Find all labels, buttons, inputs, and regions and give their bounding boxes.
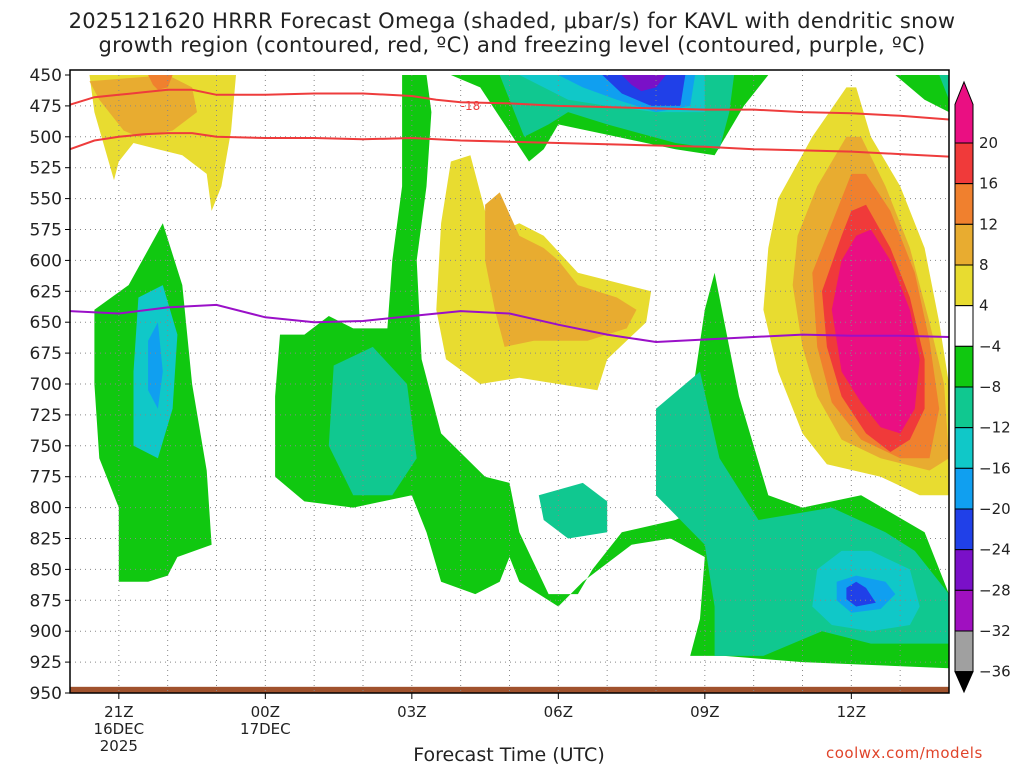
x-tick-label: 03Z xyxy=(397,703,426,721)
colorbar-label: −32 xyxy=(979,622,1011,640)
y-tick-label: 800 xyxy=(30,499,62,519)
y-tick-label: 700 xyxy=(30,375,62,395)
chart-title-line-2: growth region (contoured, red, ºC) and f… xyxy=(98,33,926,57)
colorbar-label: 8 xyxy=(979,256,989,274)
colorbar-band xyxy=(954,183,974,225)
colorbar-label: −4 xyxy=(979,337,1001,355)
y-tick-label: 450 xyxy=(30,66,62,86)
omega-region-green-4 xyxy=(895,75,949,113)
freezing-level-line xyxy=(70,303,949,344)
colorbar-band xyxy=(954,345,974,388)
plot-frame xyxy=(69,69,950,694)
omega-region-teal-5 xyxy=(939,75,949,100)
y-tick-label: 575 xyxy=(30,221,62,241)
colorbar-arrow-bottom xyxy=(954,671,974,694)
omega-region-purple-1 xyxy=(621,75,666,92)
colorbar-label: 20 xyxy=(979,134,998,152)
omega-region-blue-2 xyxy=(846,581,876,607)
colorbar-label: −12 xyxy=(979,419,1011,437)
x-tick-label: 2025 xyxy=(100,737,138,755)
colorbar-label: 12 xyxy=(979,215,998,233)
y-tick-label: 950 xyxy=(30,684,62,704)
y-tick-label: 675 xyxy=(30,344,62,364)
y-tick-label: 600 xyxy=(30,251,62,271)
colorbar-band xyxy=(954,142,974,185)
terrain-strip xyxy=(70,686,949,693)
colorbar-label: 16 xyxy=(979,175,998,193)
colorbar-band xyxy=(954,589,974,632)
x-axis-label: Forecast Time (UTC) xyxy=(413,744,605,766)
y-tick-label: 475 xyxy=(30,97,62,117)
y-tick-label: 500 xyxy=(30,128,62,148)
x-tick-label: 12Z xyxy=(837,703,866,721)
colorbar-label: −24 xyxy=(979,541,1011,559)
x-tick-label: 17DEC xyxy=(240,720,291,738)
y-tick-label: 825 xyxy=(30,530,62,550)
y-tick-label: 750 xyxy=(30,437,62,457)
x-tick-label: 06Z xyxy=(544,703,573,721)
y-tick-label: 525 xyxy=(30,159,62,179)
chart-title-line-1: 2025121620 HRRR Forecast Omega (shaded, … xyxy=(68,9,956,33)
omega-region-light-blue-1 xyxy=(148,322,163,409)
y-tick-label: 725 xyxy=(30,406,62,426)
colorbar-band xyxy=(954,549,974,591)
x-tick-label: 09Z xyxy=(690,703,719,721)
colorbar-band xyxy=(954,427,974,469)
omega-region-teal-2 xyxy=(538,482,608,539)
y-tick-label: 925 xyxy=(30,653,62,673)
y-tick-label: 900 xyxy=(30,622,62,642)
colorbar-label: 4 xyxy=(979,297,989,315)
dgz-contour-label: -18 xyxy=(461,99,481,113)
colorbar-label: −36 xyxy=(979,663,1011,681)
dgz-contour--12 xyxy=(70,132,949,158)
omega-region-orange-1 xyxy=(148,75,173,90)
colorbar-band xyxy=(954,305,974,347)
colorbar-label: −16 xyxy=(979,459,1011,477)
colorbar-label: −8 xyxy=(979,378,1001,396)
dgz-contour--18 xyxy=(70,88,949,121)
y-tick-label: 775 xyxy=(30,468,62,488)
y-tick-label: 875 xyxy=(30,591,62,611)
colorbar-label: −20 xyxy=(979,500,1011,518)
colorbar-band xyxy=(954,264,974,307)
colorbar-band xyxy=(954,80,974,144)
credit-link[interactable]: coolwx.com/models xyxy=(826,744,983,762)
y-tick-label: 625 xyxy=(30,282,62,302)
colorbar-band xyxy=(954,386,974,429)
omega-region-gold-2 xyxy=(485,192,637,347)
colorbar-band xyxy=(954,630,974,673)
colorbar-band xyxy=(954,223,974,266)
colorbar-band xyxy=(954,508,974,551)
y-tick-label: 550 xyxy=(30,190,62,210)
x-tick-label: 00Z xyxy=(251,703,280,721)
omega-region-magenta-1 xyxy=(831,229,920,434)
y-tick-label: 850 xyxy=(30,560,62,580)
colorbar-band xyxy=(954,467,974,510)
y-tick-label: 650 xyxy=(30,313,62,333)
colorbar-label: −28 xyxy=(979,581,1011,599)
x-tick-label: 16DEC xyxy=(94,720,145,738)
x-tick-label: 21Z xyxy=(104,703,133,721)
